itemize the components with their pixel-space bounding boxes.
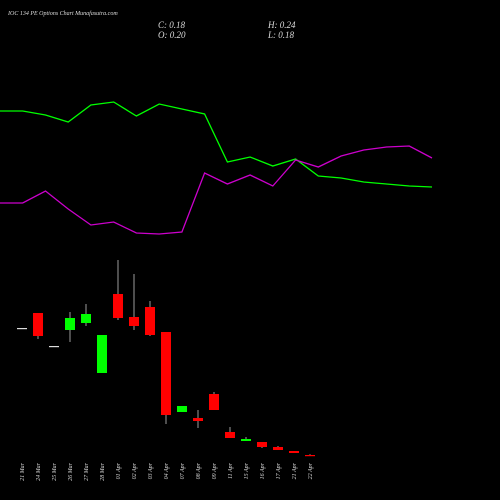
candle-body <box>65 318 75 330</box>
candle-body <box>193 418 203 421</box>
x-tick-label: 27 Mar <box>84 462 90 480</box>
candle-body <box>113 294 123 318</box>
candle-body <box>273 447 283 450</box>
x-tick-label: 03 Apr <box>148 462 154 479</box>
candle-body <box>289 451 299 453</box>
indicator-line <box>0 145 433 235</box>
x-tick-label: 07 Apr <box>180 462 186 479</box>
candle-body <box>241 439 251 441</box>
x-tick-label: 08 Apr <box>196 462 202 479</box>
x-tick-label: 28 Mar <box>100 462 106 480</box>
candle-body <box>33 313 43 336</box>
candle-body <box>145 307 155 335</box>
candle-body <box>257 442 267 447</box>
candle-body <box>81 314 91 323</box>
x-tick-label: 15 Apr <box>244 462 250 479</box>
high-label: H: 0.24 <box>267 20 296 30</box>
candle-body <box>161 332 171 415</box>
x-tick-label: 26 Mar <box>68 462 74 480</box>
chart-title: IOC 134 PE Options Chart Munafasutra.com <box>7 10 118 17</box>
x-tick-label: 21 Apr <box>292 462 298 479</box>
indicator-line <box>0 101 433 188</box>
x-tick-label: 24 Mar <box>35 462 42 480</box>
x-tick-label: 09 Apr <box>212 462 218 479</box>
close-label: C: 0.18 <box>158 20 186 30</box>
candle-body <box>225 432 235 438</box>
candle-body <box>177 406 187 412</box>
x-tick-label: 25 Mar <box>52 462 58 480</box>
candle-body <box>49 346 59 348</box>
candle-body <box>209 394 219 410</box>
candle-body <box>97 335 107 373</box>
low-label: L: 0.18 <box>267 30 295 40</box>
x-tick-label: 21 Mar <box>20 462 26 480</box>
x-tick-label: 16 Apr <box>260 462 266 479</box>
x-tick-label: 17 Apr <box>276 462 282 479</box>
x-tick-label: 22 Apr <box>308 462 314 479</box>
candle-body <box>129 317 139 326</box>
open-label: O: 0.20 <box>158 30 186 40</box>
candle-body <box>17 328 27 330</box>
x-tick-label: 04 Apr <box>163 462 170 479</box>
x-tick-label: 01 Apr <box>116 462 122 479</box>
candle-body <box>305 455 315 457</box>
x-tick-label: 11 Apr <box>228 462 234 479</box>
x-tick-label: 02 Apr <box>132 462 138 479</box>
